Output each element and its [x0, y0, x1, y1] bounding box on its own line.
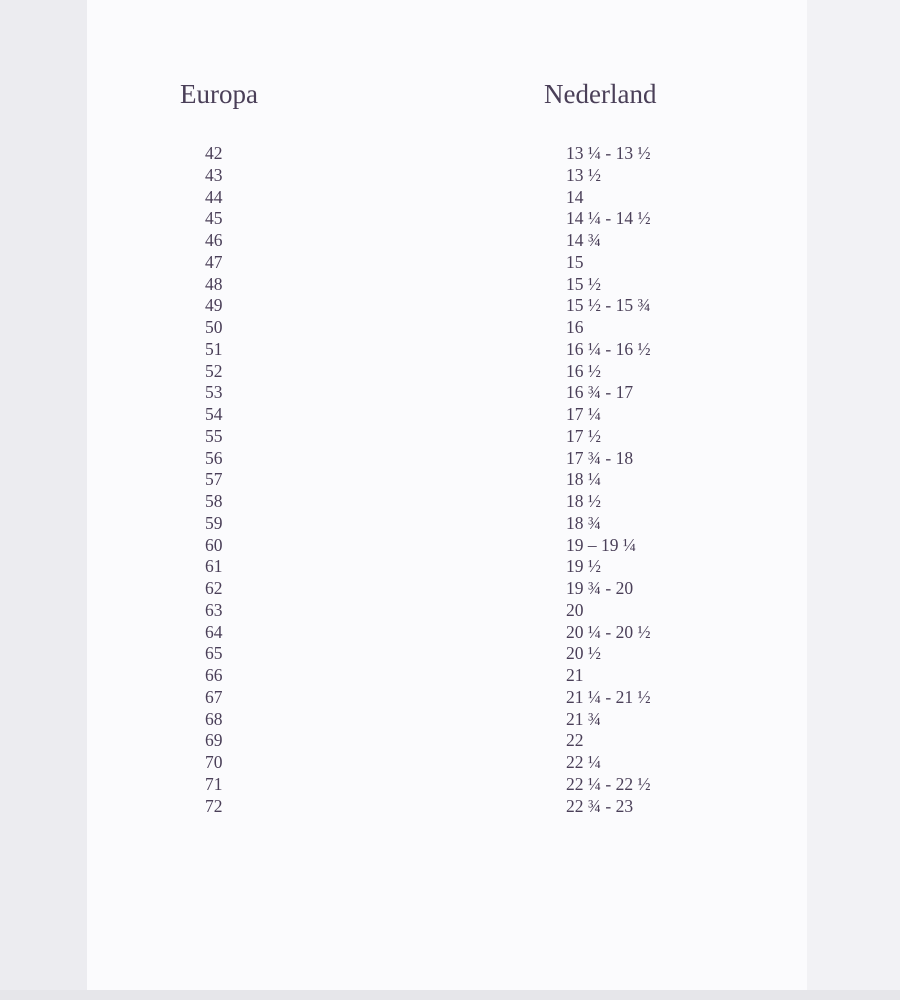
table-row: 50 16 [0, 317, 900, 339]
europa-size: 53 [205, 382, 223, 403]
table-row: 42 13 ¼ - 13 ½ [0, 143, 900, 165]
nederland-size: 16 ¼ - 16 ½ [566, 338, 651, 359]
table-row: 49 15 ½ - 15 ¾ [0, 295, 900, 317]
nederland-size: 20 ¼ - 20 ½ [566, 621, 651, 642]
nederland-size: 21 [566, 665, 584, 685]
nederland-size: 22 ¾ - 23 [566, 795, 634, 816]
table-row: 69 22 [0, 730, 900, 752]
table-row: 72 22 ¾ - 23 [0, 796, 900, 818]
table-row: 65 20 ½ [0, 643, 900, 665]
table-row: 61 19 ½ [0, 556, 900, 578]
nederland-size: 14 [566, 186, 584, 207]
table-row: 68 21 ¾ [0, 709, 900, 731]
table-row: 52 16 ½ [0, 361, 900, 383]
europa-size: 65 [205, 643, 223, 664]
column-header-nederland: Nederland [544, 79, 657, 109]
europa-size: 51 [205, 338, 223, 359]
nederland-size: 13 ½ [566, 164, 601, 185]
europa-size: 67 [205, 686, 223, 707]
europa-size: 50 [205, 317, 223, 337]
table-row: 58 18 ½ [0, 491, 900, 513]
nederland-size: 17 ½ [566, 425, 601, 446]
column-header-europa: Europa [180, 79, 258, 109]
europa-size: 44 [205, 186, 223, 207]
europa-size: 46 [205, 230, 223, 250]
table-row: 43 13 ½ [0, 165, 900, 187]
table-row: 46 14 ¾ [0, 230, 900, 252]
europa-size: 59 [205, 512, 223, 533]
nederland-size: 18 ¼ [566, 469, 601, 490]
table-row: 70 22 ¼ [0, 752, 900, 774]
table-row: 48 15 ½ [0, 274, 900, 296]
europa-size: 66 [205, 665, 223, 685]
nederland-size: 22 [566, 730, 584, 751]
table-row: 59 18 ¾ [0, 513, 900, 535]
table-row: 45 14 ¼ - 14 ½ [0, 208, 900, 230]
europa-size: 45 [205, 208, 223, 229]
scan-margin [807, 0, 900, 1000]
nederland-size: 16 ½ [566, 360, 601, 381]
table-row: 63 20 [0, 600, 900, 622]
nederland-size: 14 ¾ [566, 230, 601, 250]
nederland-size: 21 ¼ - 21 ½ [566, 686, 651, 707]
europa-size: 54 [205, 404, 223, 424]
nederland-size: 15 ½ [566, 273, 601, 294]
europa-size: 42 [205, 143, 223, 163]
europa-size: 69 [205, 730, 223, 751]
table-row: 67 21 ¼ - 21 ½ [0, 687, 900, 709]
europa-size: 58 [205, 491, 223, 511]
nederland-size: 19 ½ [566, 556, 601, 577]
nederland-size: 16 [566, 317, 584, 337]
europa-size: 43 [205, 164, 223, 185]
table-row: 62 19 ¾ - 20 [0, 578, 900, 600]
nederland-size: 16 ¾ - 17 [566, 382, 634, 403]
nederland-size: 19 ¾ - 20 [566, 578, 634, 598]
europa-size: 62 [205, 578, 223, 598]
scan-bottom-margin [0, 990, 900, 1000]
table-row: 66 21 [0, 665, 900, 687]
nederland-size: 14 ¼ - 14 ½ [566, 208, 651, 229]
nederland-size: 20 [566, 599, 584, 620]
size-conversion-table: 42 13 ¼ - 13 ½ 43 13 ½ 44 14 45 14 ¼ - 14 ½ 46 14… [0, 143, 900, 817]
europa-size: 64 [205, 621, 223, 642]
table-row: 57 18 ¼ [0, 469, 900, 491]
nederland-size: 18 ½ [566, 491, 601, 511]
table-row: 44 14 [0, 187, 900, 209]
nederland-size: 18 ¾ [566, 512, 601, 533]
europa-size: 56 [205, 447, 223, 468]
europa-size: 49 [205, 295, 223, 316]
nederland-size: 17 ¾ - 18 [566, 447, 634, 468]
europa-size: 52 [205, 360, 223, 381]
europa-size: 57 [205, 469, 223, 490]
nederland-size: 15 ½ - 15 ¾ [566, 295, 651, 316]
nederland-size: 20 ½ [566, 643, 601, 664]
table-row: 56 17 ¾ - 18 [0, 448, 900, 470]
table-row: 55 17 ½ [0, 426, 900, 448]
document-page [87, 0, 807, 990]
europa-size: 71 [205, 773, 223, 794]
nederland-size: 22 ¼ [566, 752, 601, 772]
europa-size: 60 [205, 534, 223, 555]
europa-size: 68 [205, 708, 223, 729]
europa-size: 61 [205, 556, 223, 577]
table-row: 60 19 – 19 ¼ [0, 535, 900, 557]
table-row: 47 15 [0, 252, 900, 274]
table-row: 71 22 ¼ - 22 ½ [0, 774, 900, 796]
nederland-size: 19 – 19 ¼ [566, 534, 636, 555]
nederland-size: 15 [566, 251, 584, 272]
table-row: 53 16 ¾ - 17 [0, 382, 900, 404]
table-row: 51 16 ¼ - 16 ½ [0, 339, 900, 361]
nederland-size: 21 ¾ [566, 708, 601, 729]
table-row: 54 17 ¼ [0, 404, 900, 426]
europa-size: 70 [205, 752, 223, 772]
europa-size: 47 [205, 251, 223, 272]
nederland-size: 17 ¼ [566, 404, 601, 424]
europa-size: 72 [205, 795, 223, 816]
europa-size: 48 [205, 273, 223, 294]
nederland-size: 22 ¼ - 22 ½ [566, 773, 651, 794]
table-row: 64 20 ¼ - 20 ½ [0, 622, 900, 644]
europa-size: 63 [205, 599, 223, 620]
nederland-size: 13 ¼ - 13 ½ [566, 143, 651, 163]
europa-size: 55 [205, 425, 223, 446]
